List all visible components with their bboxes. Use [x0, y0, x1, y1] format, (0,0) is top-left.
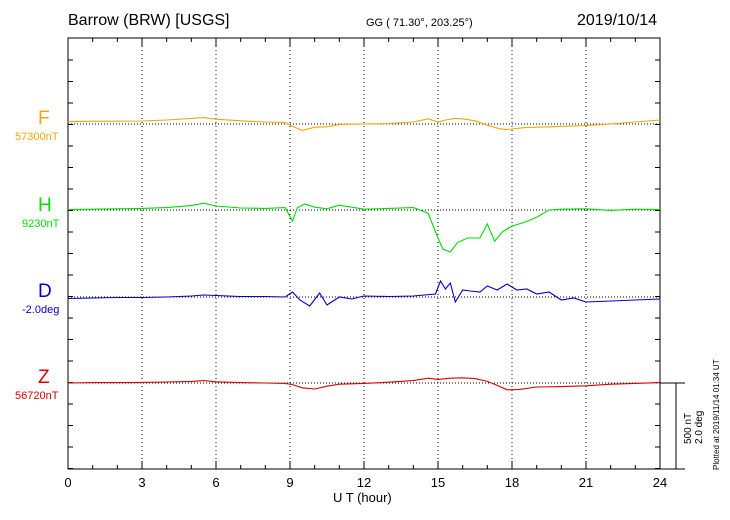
scale-deg-label: 2.0 deg — [694, 410, 705, 444]
plotted-timestamp: Plotted at 2019/11/14 01:34 UT — [712, 359, 721, 470]
series-line-H — [67, 202, 661, 253]
x-tick-label: 6 — [212, 475, 219, 490]
legend-H-name: H — [38, 195, 52, 216]
legend-D-name: D — [38, 281, 52, 302]
x-tick-label: 9 — [286, 475, 293, 490]
x-tick-label: 21 — [579, 475, 593, 490]
coordinates-label: GG ( 71.30°, 203.25°) — [366, 17, 473, 29]
series-line-F — [67, 117, 661, 131]
x-axis-title: U T (hour) — [333, 490, 392, 505]
x-tick-label: 12 — [357, 475, 371, 490]
legend-D-baseline: -2.0deg — [22, 304, 60, 316]
scale-nt-label: 500 nT — [683, 412, 694, 444]
station-title: Barrow (BRW) [USGS] — [68, 12, 230, 29]
legend-F-name: F — [38, 108, 50, 129]
series-line-Z — [67, 377, 661, 391]
date-label: 2019/10/14 — [577, 12, 658, 29]
legend-Z-name: Z — [38, 367, 50, 388]
x-tick-label: 0 — [64, 475, 71, 490]
legend-H-baseline: 9230nT — [22, 218, 60, 230]
series-line-D — [67, 279, 661, 307]
x-tick-label: 3 — [138, 475, 145, 490]
legend-F-baseline: 57300nT — [15, 131, 59, 143]
x-tick-label: 18 — [505, 475, 519, 490]
x-tick-label: 24 — [653, 475, 667, 490]
x-tick-label: 15 — [431, 475, 445, 490]
legend-Z-baseline: 56720nT — [15, 390, 59, 402]
